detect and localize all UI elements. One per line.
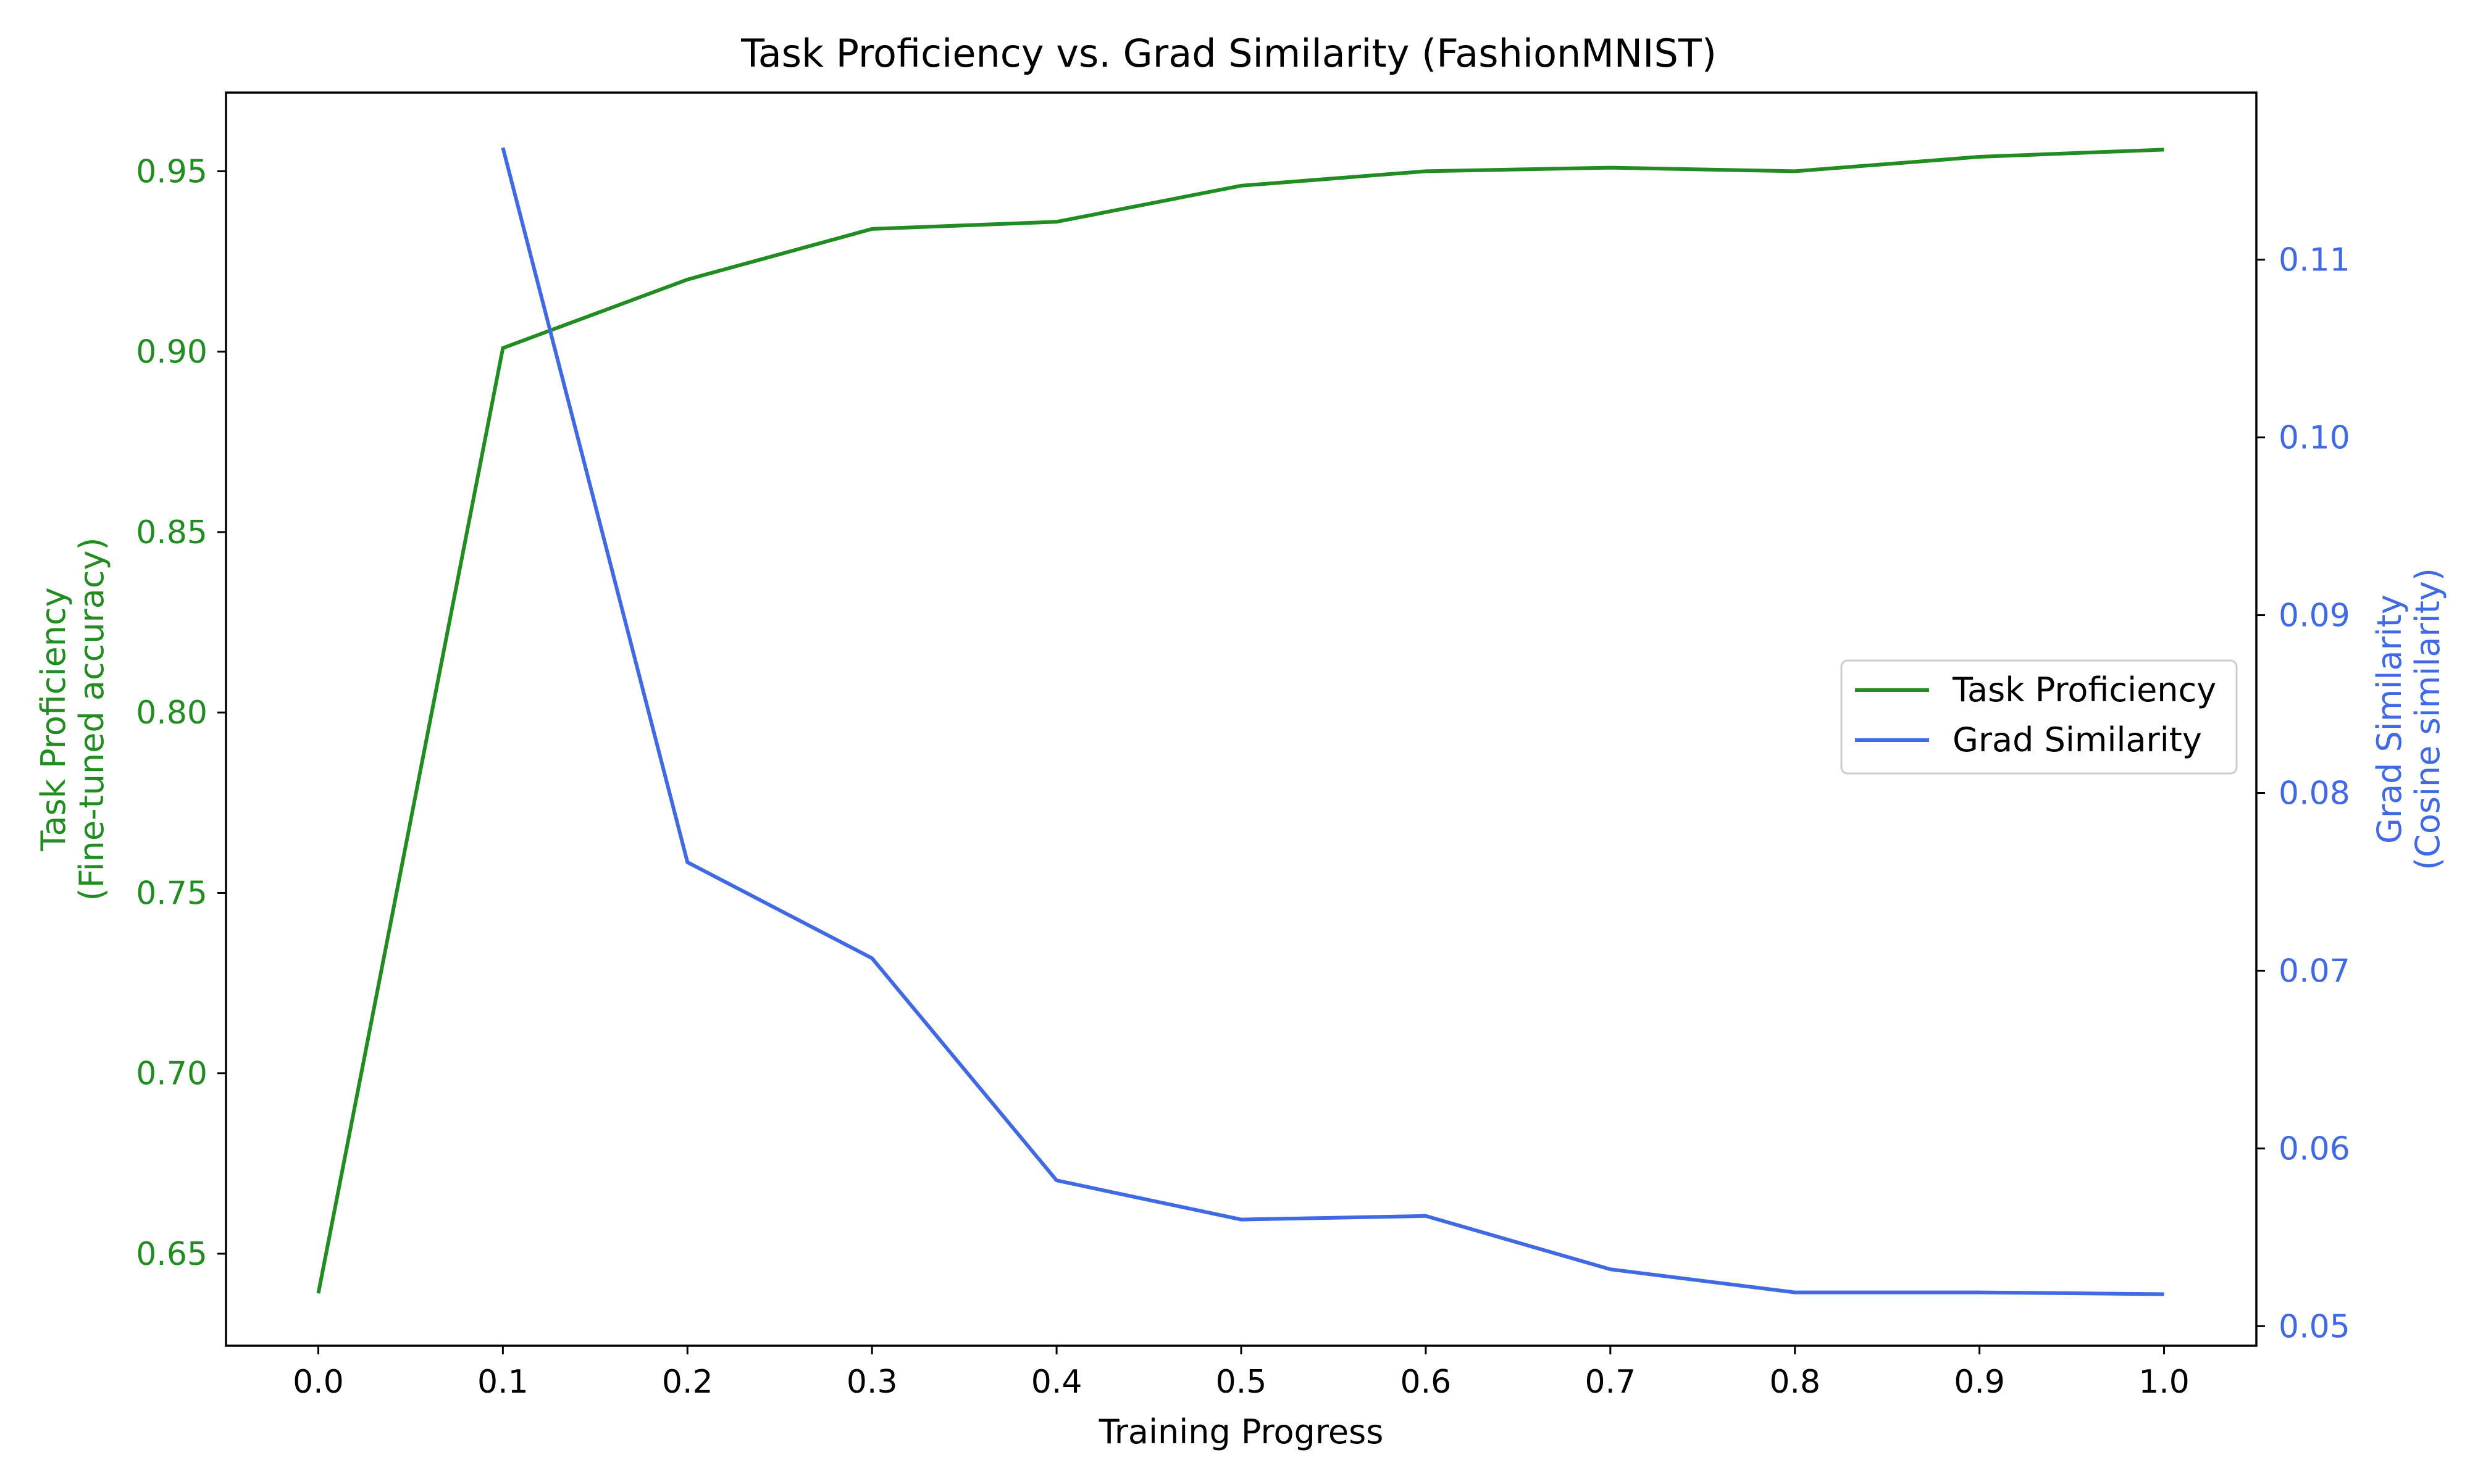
series-line-grad-similarity xyxy=(501,147,2164,1296)
y-right-tick-label: 0.08 xyxy=(2279,775,2350,812)
x-tick-label: 0.6 xyxy=(1400,1364,1452,1401)
y-left-tick-label: 0.70 xyxy=(136,1056,207,1093)
y-axis-left-label-line1: Task Proficiency xyxy=(34,587,73,851)
x-tick-label: 0.7 xyxy=(1585,1364,1636,1401)
x-tick-label: 0.2 xyxy=(662,1364,713,1401)
y-axis-right: 0.05 0.06 0.07 0.08 0.09 0.10 0.11 xyxy=(2256,242,2350,1345)
y-left-tick-label: 0.65 xyxy=(136,1236,207,1273)
y-right-tick-label: 0.10 xyxy=(2279,420,2350,457)
y-right-tick-label: 0.11 xyxy=(2279,242,2350,279)
y-right-tick-label: 0.06 xyxy=(2279,1130,2350,1167)
chart-title: Task Proficiency vs. Grad Similarity (Fa… xyxy=(740,31,1717,76)
x-tick-label: 0.9 xyxy=(1954,1364,2005,1401)
x-tick-label: 0.1 xyxy=(477,1364,529,1401)
x-tick-label: 0.5 xyxy=(1216,1364,1267,1401)
series-line-task-proficiency xyxy=(316,148,2164,1294)
legend: Task Proficiency Grad Similarity xyxy=(1840,659,2238,775)
y-right-tick-label: 0.05 xyxy=(2279,1308,2350,1345)
x-axis-label: Training Progress xyxy=(1099,1412,1384,1451)
y-left-tick-label: 0.90 xyxy=(136,334,207,371)
legend-box xyxy=(1840,659,2238,775)
x-tick-label: 1.0 xyxy=(2138,1364,2190,1401)
legend-label-task-proficiency: Task Proficiency xyxy=(1952,670,2216,709)
y-left-tick-label: 0.75 xyxy=(136,875,207,912)
x-axis: 0.0 0.1 0.2 0.3 0.4 0.5 0.6 0.7 0.8 0.9 1.0 xyxy=(293,1346,2190,1401)
y-axis-right-label-line2: (Cosine similarity) xyxy=(2408,568,2447,870)
y-left-tick-label: 0.85 xyxy=(136,514,207,551)
y-axis-left-label: Task Proficiency (Fine-tuned accuracy) xyxy=(34,537,111,901)
legend-label-grad-similarity: Grad Similarity xyxy=(1953,720,2202,759)
x-tick-label: 0.4 xyxy=(1031,1364,1082,1401)
y-left-tick-label: 0.95 xyxy=(136,153,207,190)
y-axis-left: 0.65 0.70 0.75 0.80 0.85 0.90 0.95 xyxy=(136,153,226,1273)
series-layer xyxy=(316,147,2164,1296)
y-right-tick-label: 0.09 xyxy=(2279,598,2350,635)
y-axis-right-label-line1: Grad Similarity xyxy=(2370,594,2409,844)
y-axis-right-label: Grad Similarity (Cosine similarity) xyxy=(2370,568,2447,870)
x-tick-label: 0.3 xyxy=(847,1364,898,1401)
x-tick-label: 0.8 xyxy=(1769,1364,1820,1401)
x-tick-label: 0.0 xyxy=(293,1364,344,1401)
y-axis-left-label-line2: (Fine-tuned accuracy) xyxy=(72,537,111,901)
y-right-tick-label: 0.07 xyxy=(2279,953,2350,990)
y-left-tick-label: 0.80 xyxy=(136,694,207,732)
